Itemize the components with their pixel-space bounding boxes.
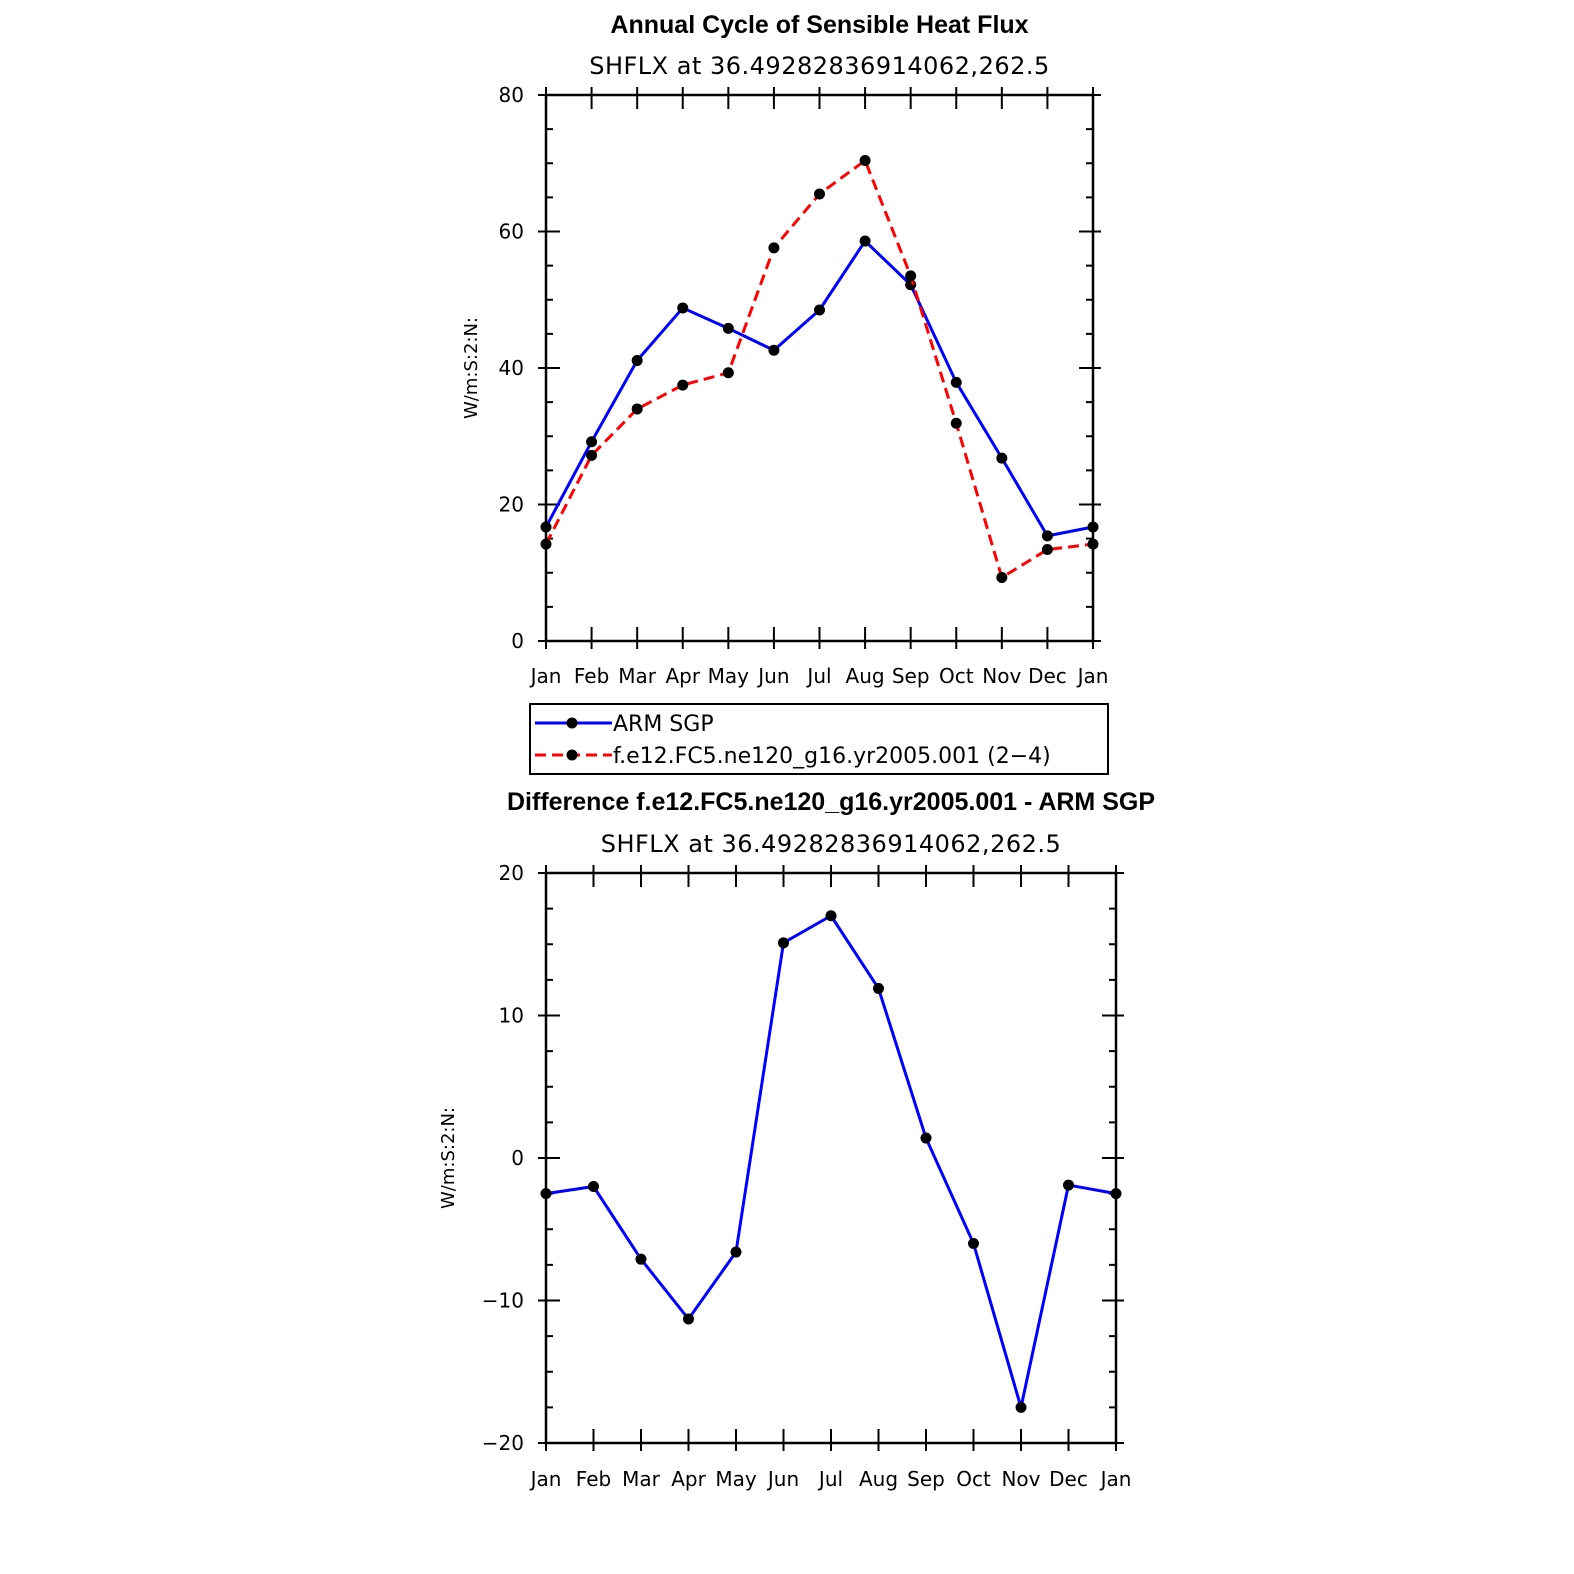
data-point bbox=[677, 379, 689, 391]
y-tick-label: 40 bbox=[499, 356, 524, 380]
data-point bbox=[586, 449, 598, 461]
x-tick-label: Jul bbox=[817, 1467, 843, 1491]
chart-2: Difference f.e12.FC5.ne120_g16.yr2005.00… bbox=[438, 788, 1155, 1491]
data-point bbox=[722, 367, 734, 379]
series-line-2 bbox=[544, 159, 1094, 580]
data-point bbox=[586, 436, 598, 448]
x-tick-label: Mar bbox=[622, 1467, 661, 1491]
x-tick-label: May bbox=[708, 664, 750, 688]
data-point bbox=[631, 354, 643, 366]
data-point bbox=[1087, 538, 1099, 550]
series-line-1 bbox=[544, 239, 1094, 538]
legend-box bbox=[529, 703, 1109, 775]
data-point bbox=[825, 910, 837, 922]
data-point bbox=[1041, 544, 1053, 556]
x-tick-label: Dec bbox=[1028, 664, 1067, 688]
x-tick-label: Sep bbox=[892, 664, 930, 688]
data-point bbox=[873, 982, 884, 994]
data-point bbox=[996, 572, 1008, 584]
data-point bbox=[920, 1132, 932, 1144]
data-point bbox=[631, 403, 643, 415]
data-point bbox=[768, 242, 780, 254]
y-tick-label: −20 bbox=[482, 1431, 524, 1455]
x-tick-label: Jan bbox=[1076, 664, 1109, 688]
data-point bbox=[778, 937, 789, 949]
y-axis-label: W/m:S:2:N: bbox=[438, 1107, 459, 1209]
x-tick-label: Nov bbox=[982, 664, 1021, 688]
data-point bbox=[677, 302, 689, 314]
legend: ARM SGP f.e12.FC5.ne120_g16.yr2005.001 (2… bbox=[529, 703, 1109, 775]
data-point bbox=[859, 155, 871, 167]
legend-marker bbox=[566, 717, 578, 729]
x-tick-label: Apr bbox=[671, 1467, 706, 1491]
x-tick-label: Jan bbox=[1099, 1467, 1132, 1491]
y-tick-label: 20 bbox=[499, 493, 524, 517]
x-tick-label: Aug bbox=[859, 1467, 898, 1491]
x-tick-label: Sep bbox=[907, 1467, 945, 1491]
x-tick-label: Feb bbox=[576, 1467, 611, 1491]
x-tick-label: Dec bbox=[1049, 1467, 1088, 1491]
data-point bbox=[1041, 530, 1053, 542]
legend-label: f.e12.FC5.ne120_g16.yr2005.001 (2−4) bbox=[613, 744, 1051, 769]
data-point bbox=[540, 1188, 552, 1200]
data-point bbox=[1015, 1401, 1027, 1413]
data-point bbox=[540, 521, 552, 533]
x-tick-label: Jun bbox=[756, 664, 789, 688]
data-point bbox=[905, 270, 917, 282]
y-axis-label: W/m:S:2:N: bbox=[461, 317, 482, 419]
y-tick-label: −10 bbox=[482, 1289, 524, 1313]
x-tick-label: Jan bbox=[529, 664, 562, 688]
plot-frame bbox=[544, 93, 1095, 643]
chart-title: Annual Cycle of Sensible Heat Flux bbox=[610, 11, 1028, 39]
data-point bbox=[683, 1313, 694, 1325]
x-tick-label: May bbox=[715, 1467, 757, 1491]
x-tick-label: Jul bbox=[805, 664, 831, 688]
x-tick-label: Jun bbox=[766, 1467, 799, 1491]
data-point bbox=[1087, 521, 1099, 533]
y-tick-label: 60 bbox=[499, 220, 524, 244]
legend-marker bbox=[566, 749, 578, 761]
y-tick-label: 80 bbox=[499, 83, 524, 107]
x-tick-label: Oct bbox=[956, 1467, 991, 1491]
x-tick-label: Mar bbox=[618, 664, 657, 688]
x-tick-label: Apr bbox=[665, 664, 700, 688]
data-point bbox=[814, 188, 825, 200]
data-point bbox=[859, 235, 871, 247]
chart-title: Difference f.e12.FC5.ne120_g16.yr2005.00… bbox=[507, 788, 1155, 816]
data-point bbox=[588, 1181, 599, 1192]
chart-subtitle: SHFLX at 36.49282836914062,262.5 bbox=[589, 52, 1050, 80]
y-tick-label: 0 bbox=[511, 629, 524, 653]
data-point bbox=[950, 417, 962, 429]
x-tick-label: Feb bbox=[574, 664, 609, 688]
y-tick-label: 10 bbox=[499, 1004, 524, 1028]
data-point bbox=[968, 1238, 979, 1249]
data-point bbox=[722, 322, 734, 334]
data-point bbox=[1063, 1179, 1074, 1191]
data-point bbox=[540, 538, 552, 550]
data-point bbox=[768, 344, 780, 356]
data-point bbox=[730, 1246, 742, 1258]
series-line-1 bbox=[545, 914, 1117, 1409]
x-tick-label: Nov bbox=[1001, 1467, 1040, 1491]
y-tick-label: 20 bbox=[499, 861, 524, 885]
x-tick-label: Oct bbox=[939, 664, 974, 688]
data-point bbox=[996, 452, 1008, 464]
data-point bbox=[635, 1253, 647, 1265]
chart-1: Annual Cycle of Sensible Heat Flux SHFLX … bbox=[461, 11, 1109, 775]
x-tick-label: Aug bbox=[846, 664, 885, 688]
chart-subtitle: SHFLX at 36.49282836914062,262.5 bbox=[601, 830, 1062, 858]
data-point bbox=[1110, 1188, 1122, 1200]
data-point bbox=[814, 304, 825, 316]
legend-label: ARM SGP bbox=[613, 712, 714, 737]
data-point bbox=[950, 376, 962, 388]
y-tick-label: 0 bbox=[511, 1146, 524, 1170]
x-tick-label: Jan bbox=[529, 1467, 562, 1491]
